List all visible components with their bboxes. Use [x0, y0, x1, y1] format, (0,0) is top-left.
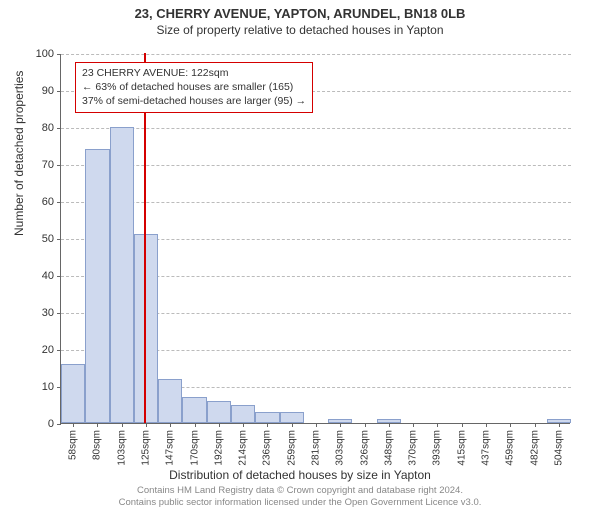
xtick-label: 281sqm: [311, 430, 322, 466]
gridline-h: [61, 54, 571, 55]
xtick-mark: [486, 423, 487, 427]
xtick-label: 103sqm: [116, 430, 127, 466]
bar: [134, 234, 158, 423]
ytick-mark: [57, 91, 61, 92]
annotation-line: 23 CHERRY AVENUE: 122sqm: [82, 66, 306, 80]
ytick-label: 0: [24, 418, 54, 430]
xtick-label: 125sqm: [141, 430, 152, 466]
xtick-label: 348sqm: [383, 430, 394, 466]
ytick-mark: [57, 276, 61, 277]
ytick-label: 100: [24, 48, 54, 60]
xtick-mark: [437, 423, 438, 427]
bar: [207, 401, 231, 423]
plot-region: 010203040506070809010058sqm80sqm103sqm12…: [60, 54, 570, 424]
xtick-mark: [510, 423, 511, 427]
gridline-h: [61, 202, 571, 203]
bar: [182, 397, 206, 423]
chart-title: 23, CHERRY AVENUE, YAPTON, ARUNDEL, BN18…: [0, 6, 600, 21]
ytick-label: 40: [24, 270, 54, 282]
xtick-mark: [73, 423, 74, 427]
ytick-label: 70: [24, 159, 54, 171]
ytick-mark: [57, 424, 61, 425]
xtick-mark: [170, 423, 171, 427]
bar: [110, 127, 134, 423]
xtick-mark: [316, 423, 317, 427]
ytick-label: 50: [24, 233, 54, 245]
xtick-label: 147sqm: [165, 430, 176, 466]
xtick-label: 415sqm: [456, 430, 467, 466]
xtick-mark: [243, 423, 244, 427]
ytick-mark: [57, 239, 61, 240]
xtick-label: 504sqm: [553, 430, 564, 466]
ytick-mark: [57, 313, 61, 314]
xtick-label: 192sqm: [213, 430, 224, 466]
xtick-label: 170sqm: [189, 430, 200, 466]
bar: [280, 412, 304, 423]
xtick-mark: [462, 423, 463, 427]
xtick-mark: [122, 423, 123, 427]
ytick-mark: [57, 350, 61, 351]
xtick-mark: [413, 423, 414, 427]
xtick-mark: [195, 423, 196, 427]
xtick-mark: [292, 423, 293, 427]
bar: [231, 405, 255, 424]
xtick-label: 459sqm: [505, 430, 516, 466]
annotation-line: 37% of semi-detached houses are larger (…: [82, 94, 306, 108]
gridline-h: [61, 128, 571, 129]
xtick-label: 326sqm: [359, 430, 370, 466]
bar: [85, 149, 109, 423]
xtick-mark: [340, 423, 341, 427]
xtick-mark: [146, 423, 147, 427]
ytick-label: 30: [24, 307, 54, 319]
ytick-label: 10: [24, 381, 54, 393]
xtick-mark: [97, 423, 98, 427]
chart-plot-area: 010203040506070809010058sqm80sqm103sqm12…: [60, 54, 570, 424]
ytick-label: 60: [24, 196, 54, 208]
chart-subtitle: Size of property relative to detached ho…: [0, 23, 600, 37]
xtick-label: 236sqm: [262, 430, 273, 466]
xtick-label: 58sqm: [68, 430, 79, 460]
xtick-label: 259sqm: [286, 430, 297, 466]
gridline-h: [61, 165, 571, 166]
ytick-label: 90: [24, 85, 54, 97]
xtick-mark: [267, 423, 268, 427]
xtick-mark: [535, 423, 536, 427]
ytick-mark: [57, 54, 61, 55]
xtick-label: 482sqm: [529, 430, 540, 466]
xtick-label: 393sqm: [432, 430, 443, 466]
xtick-mark: [559, 423, 560, 427]
ytick-label: 20: [24, 344, 54, 356]
xtick-label: 437sqm: [481, 430, 492, 466]
xtick-label: 370sqm: [408, 430, 419, 466]
chart-footer: Contains HM Land Registry data © Crown c…: [0, 485, 600, 510]
footer-line-2: Contains public sector information licen…: [0, 497, 600, 509]
xtick-label: 214sqm: [238, 430, 249, 466]
xtick-mark: [365, 423, 366, 427]
footer-line-1: Contains HM Land Registry data © Crown c…: [0, 485, 600, 497]
xtick-mark: [389, 423, 390, 427]
ytick-label: 80: [24, 122, 54, 134]
bar: [61, 364, 85, 423]
ytick-mark: [57, 128, 61, 129]
xtick-label: 303sqm: [335, 430, 346, 466]
ytick-mark: [57, 202, 61, 203]
xtick-label: 80sqm: [92, 430, 103, 460]
bar: [158, 379, 182, 423]
ytick-mark: [57, 165, 61, 166]
annotation-box: 23 CHERRY AVENUE: 122sqm← 63% of detache…: [75, 62, 313, 113]
bar: [255, 412, 279, 423]
xtick-mark: [219, 423, 220, 427]
annotation-line: ← 63% of detached houses are smaller (16…: [82, 80, 306, 94]
x-axis-label: Distribution of detached houses by size …: [0, 468, 600, 482]
